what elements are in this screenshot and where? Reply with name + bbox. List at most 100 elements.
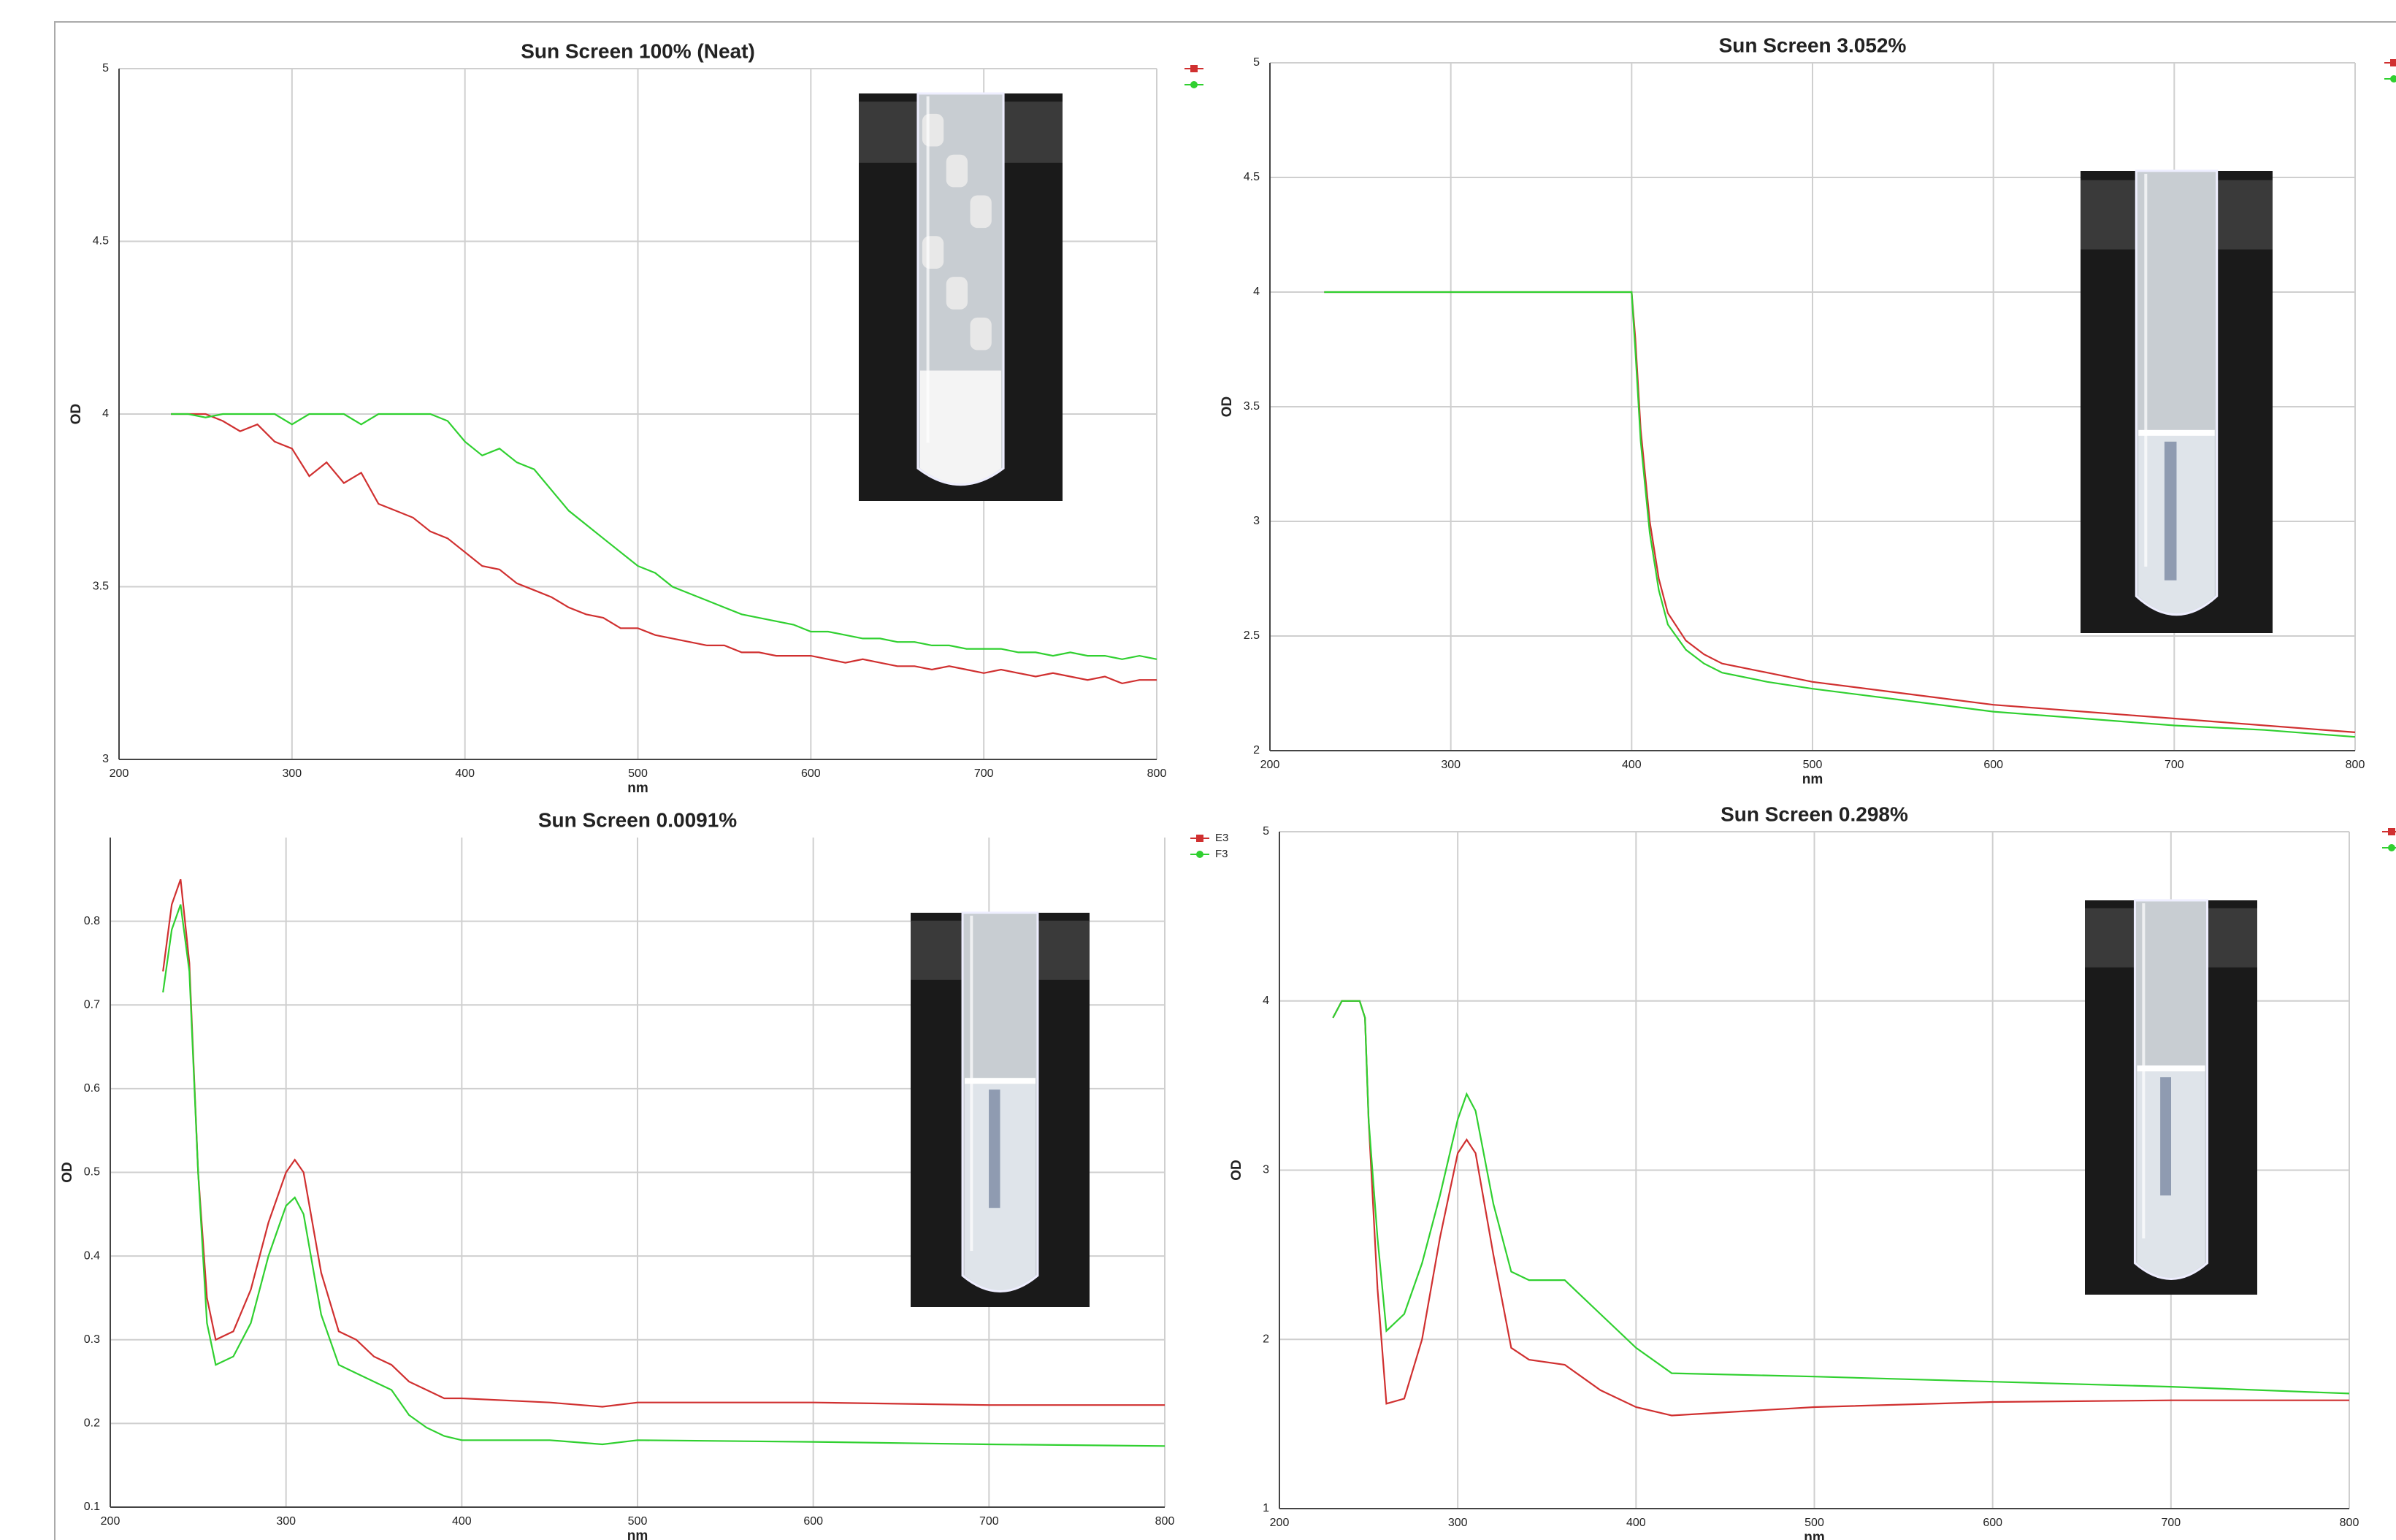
y-tick-label: 0.6 xyxy=(84,1082,100,1095)
series-line xyxy=(171,413,1157,685)
x-tick-label: 700 xyxy=(974,767,994,780)
legend-marker xyxy=(2388,828,2395,835)
x-tick-label: 600 xyxy=(803,1515,823,1528)
y-tick-label: 3 xyxy=(1253,515,1260,527)
residue xyxy=(946,154,968,188)
x-tick-label: 300 xyxy=(282,767,302,780)
x-axis-label: nm xyxy=(627,1528,648,1540)
x-tick-label: 700 xyxy=(979,1515,999,1528)
legend-marker xyxy=(1190,81,1198,88)
y-tick-label: 0.1 xyxy=(84,1501,100,1513)
chart-title: Sun Screen 0.0091% xyxy=(538,808,737,831)
x-tick-label: 400 xyxy=(455,767,475,780)
highlight xyxy=(2160,1077,2171,1196)
y-tick-label: 0.8 xyxy=(84,915,100,927)
y-tick-label: 5 xyxy=(102,62,109,74)
y-tick-label: 4 xyxy=(1263,995,1269,1007)
x-tick-label: 400 xyxy=(1622,759,1642,771)
x-tick-label: 600 xyxy=(1983,759,2003,771)
x-tick-label: 200 xyxy=(110,767,129,780)
x-tick-label: 600 xyxy=(1983,1517,2002,1529)
y-tick-label: 4 xyxy=(1253,286,1260,298)
meniscus xyxy=(2138,429,2215,436)
y-tick-label: 3.5 xyxy=(93,581,109,593)
y-tick-label: 2 xyxy=(1263,1333,1269,1345)
x-tick-label: 800 xyxy=(1147,767,1167,780)
series-line xyxy=(1324,291,2356,738)
tube-glint xyxy=(970,916,973,1251)
y-tick-label: 3.5 xyxy=(1244,400,1260,413)
highlight xyxy=(2164,441,2177,581)
y-tick-label: 4.5 xyxy=(1244,171,1260,183)
legend-label: E3 xyxy=(1215,832,1228,844)
photo xyxy=(859,92,1063,501)
legend-label: F3 xyxy=(1215,848,1228,860)
legend-marker xyxy=(1196,851,1203,858)
y-axis-label: OD xyxy=(1229,1160,1244,1181)
chart-title: Sun Screen 0.298% xyxy=(1721,802,1908,825)
x-tick-label: 300 xyxy=(1448,1517,1468,1529)
y-tick-label: 0.7 xyxy=(84,998,100,1011)
y-tick-label: 0.5 xyxy=(84,1166,100,1179)
x-tick-label: 700 xyxy=(2165,759,2184,771)
residue xyxy=(922,236,944,269)
photo xyxy=(2085,899,2257,1295)
highlight xyxy=(989,1089,1000,1208)
x-tick-label: 800 xyxy=(2340,1517,2359,1529)
x-tick-label: 400 xyxy=(1626,1517,1646,1529)
x-tick-label: 200 xyxy=(1260,759,1280,771)
x-tick-label: 200 xyxy=(101,1515,120,1528)
y-tick-label: 1 xyxy=(1263,1502,1269,1514)
tube-glint xyxy=(2142,903,2146,1238)
x-tick-label: 200 xyxy=(1270,1517,1290,1529)
legend-marker xyxy=(2388,844,2395,851)
x-tick-label: 300 xyxy=(276,1515,296,1528)
x-tick-label: 800 xyxy=(1155,1515,1175,1528)
series-line xyxy=(162,904,1166,1447)
y-tick-label: 2.5 xyxy=(1244,629,1260,642)
x-tick-label: 500 xyxy=(628,1515,648,1528)
y-tick-label: 3 xyxy=(102,753,109,765)
x-axis-label: nm xyxy=(1804,1530,1825,1540)
y-tick-label: 4.5 xyxy=(93,235,109,248)
legend-marker xyxy=(1190,65,1198,72)
residue xyxy=(970,195,992,229)
photo xyxy=(2081,169,2273,633)
series-line xyxy=(171,413,1157,660)
x-tick-label: 500 xyxy=(1803,759,1823,771)
series-line xyxy=(1332,1000,2350,1395)
x-tick-label: 600 xyxy=(801,767,821,780)
x-tick-label: 500 xyxy=(628,767,648,780)
y-tick-label: 0.3 xyxy=(84,1333,100,1346)
y-tick-label: 5 xyxy=(1253,56,1260,69)
liquid xyxy=(919,370,1002,484)
x-tick-label: 500 xyxy=(1804,1517,1824,1529)
y-tick-label: 0.2 xyxy=(84,1417,100,1430)
residue xyxy=(970,317,992,350)
x-axis-label: nm xyxy=(1802,772,1823,787)
x-tick-label: 400 xyxy=(452,1515,472,1528)
y-axis-label: OD xyxy=(60,1162,75,1183)
x-tick-label: 300 xyxy=(1441,759,1461,771)
tube-glint xyxy=(2144,174,2148,567)
x-tick-label: 800 xyxy=(2346,759,2365,771)
y-tick-label: 5 xyxy=(1263,825,1269,838)
y-tick-label: 2 xyxy=(1253,744,1260,756)
photo xyxy=(911,911,1090,1307)
residue xyxy=(946,277,968,310)
chart-title: Sun Screen 100% (Neat) xyxy=(521,39,755,62)
y-tick-label: 0.4 xyxy=(84,1249,100,1262)
panel-frame xyxy=(54,21,2396,1540)
x-tick-label: 700 xyxy=(2161,1517,2181,1529)
legend-marker xyxy=(2390,75,2396,83)
x-axis-label: nm xyxy=(627,781,648,796)
legend-marker xyxy=(1196,835,1203,842)
chart-title: Sun Screen 3.052% xyxy=(1719,34,1907,56)
y-tick-label: 3 xyxy=(1263,1164,1269,1176)
y-axis-label: OD xyxy=(1220,397,1235,418)
y-tick-label: 4 xyxy=(102,407,109,420)
meniscus xyxy=(2137,1065,2205,1072)
meniscus xyxy=(965,1078,1036,1084)
